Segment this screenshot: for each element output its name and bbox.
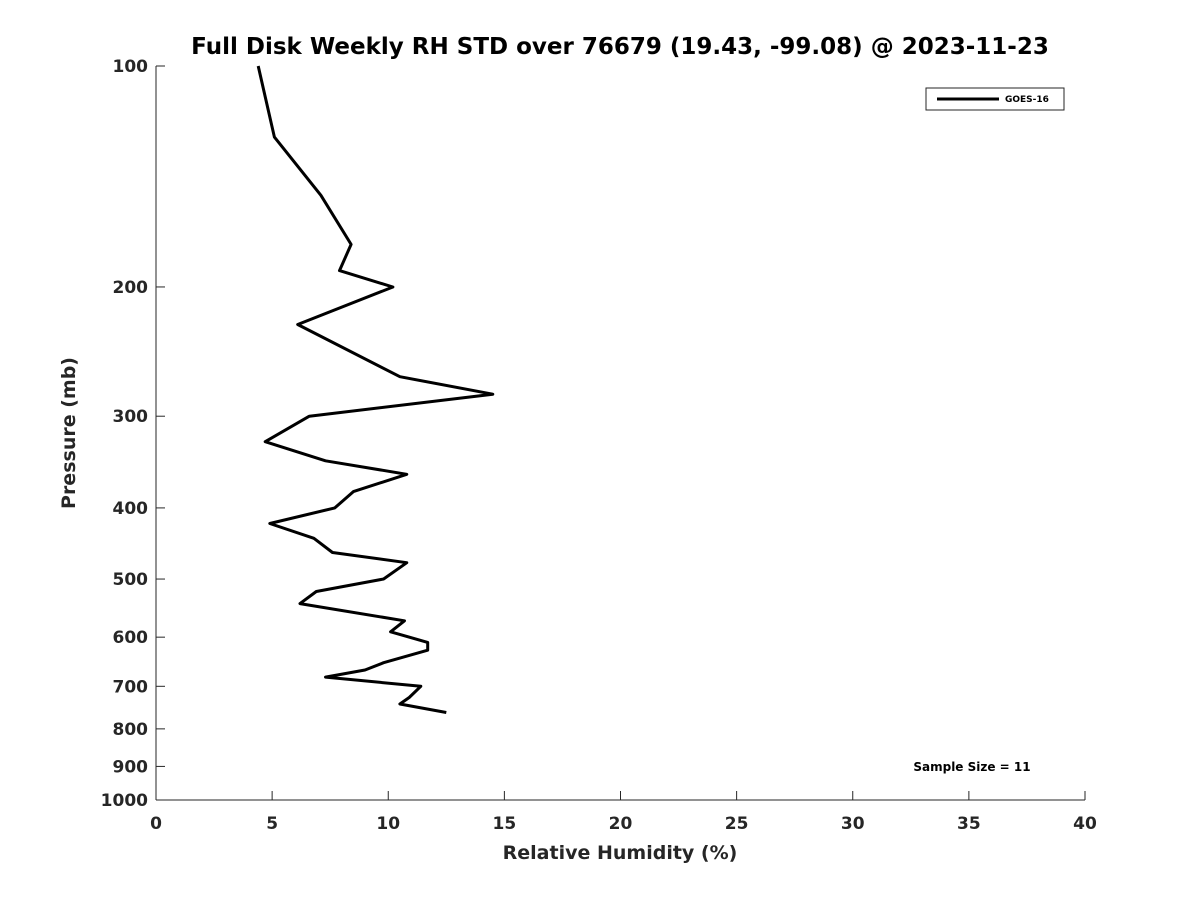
y-tick-label: 600 xyxy=(113,628,149,648)
y-ticks: 100 200 300 400 500 600 700 800 900 1000 xyxy=(101,57,165,811)
y-axis-label: Pressure (mb) xyxy=(58,357,80,509)
legend-label: GOES-16 xyxy=(1005,95,1049,105)
x-tick-label: 25 xyxy=(725,814,749,834)
y-tick-label: 800 xyxy=(113,720,149,740)
plot-frame xyxy=(155,66,1085,801)
x-ticks: 0 5 10 15 20 25 30 35 40 xyxy=(150,791,1097,834)
y-tick-label: 400 xyxy=(113,499,149,519)
y-tick-label: 1000 xyxy=(101,791,148,811)
sample-size-annotation: Sample Size = 11 xyxy=(913,760,1030,774)
y-tick-label: 300 xyxy=(113,407,149,427)
chart-title: Full Disk Weekly RH STD over 76679 (19.4… xyxy=(191,34,1049,60)
x-axis-label: Relative Humidity (%) xyxy=(503,842,738,864)
x-tick-label: 30 xyxy=(841,814,865,834)
y-tick-label: 500 xyxy=(113,570,149,590)
series-line-goes-16 xyxy=(256,65,495,714)
x-tick-label: 35 xyxy=(957,814,981,834)
series-group xyxy=(256,65,495,714)
x-tick-label: 40 xyxy=(1073,814,1097,834)
y-tick-label: 700 xyxy=(113,677,149,697)
legend: GOES-16 xyxy=(925,87,1065,111)
y-tick-label: 900 xyxy=(113,757,149,777)
x-tick-label: 10 xyxy=(376,814,400,834)
y-tick-label: 100 xyxy=(113,57,149,77)
x-tick-label: 5 xyxy=(266,814,278,834)
y-tick-label: 200 xyxy=(113,278,149,298)
x-tick-label: 15 xyxy=(493,814,517,834)
x-tick-label: 20 xyxy=(609,814,633,834)
x-tick-label: 0 xyxy=(150,814,162,834)
